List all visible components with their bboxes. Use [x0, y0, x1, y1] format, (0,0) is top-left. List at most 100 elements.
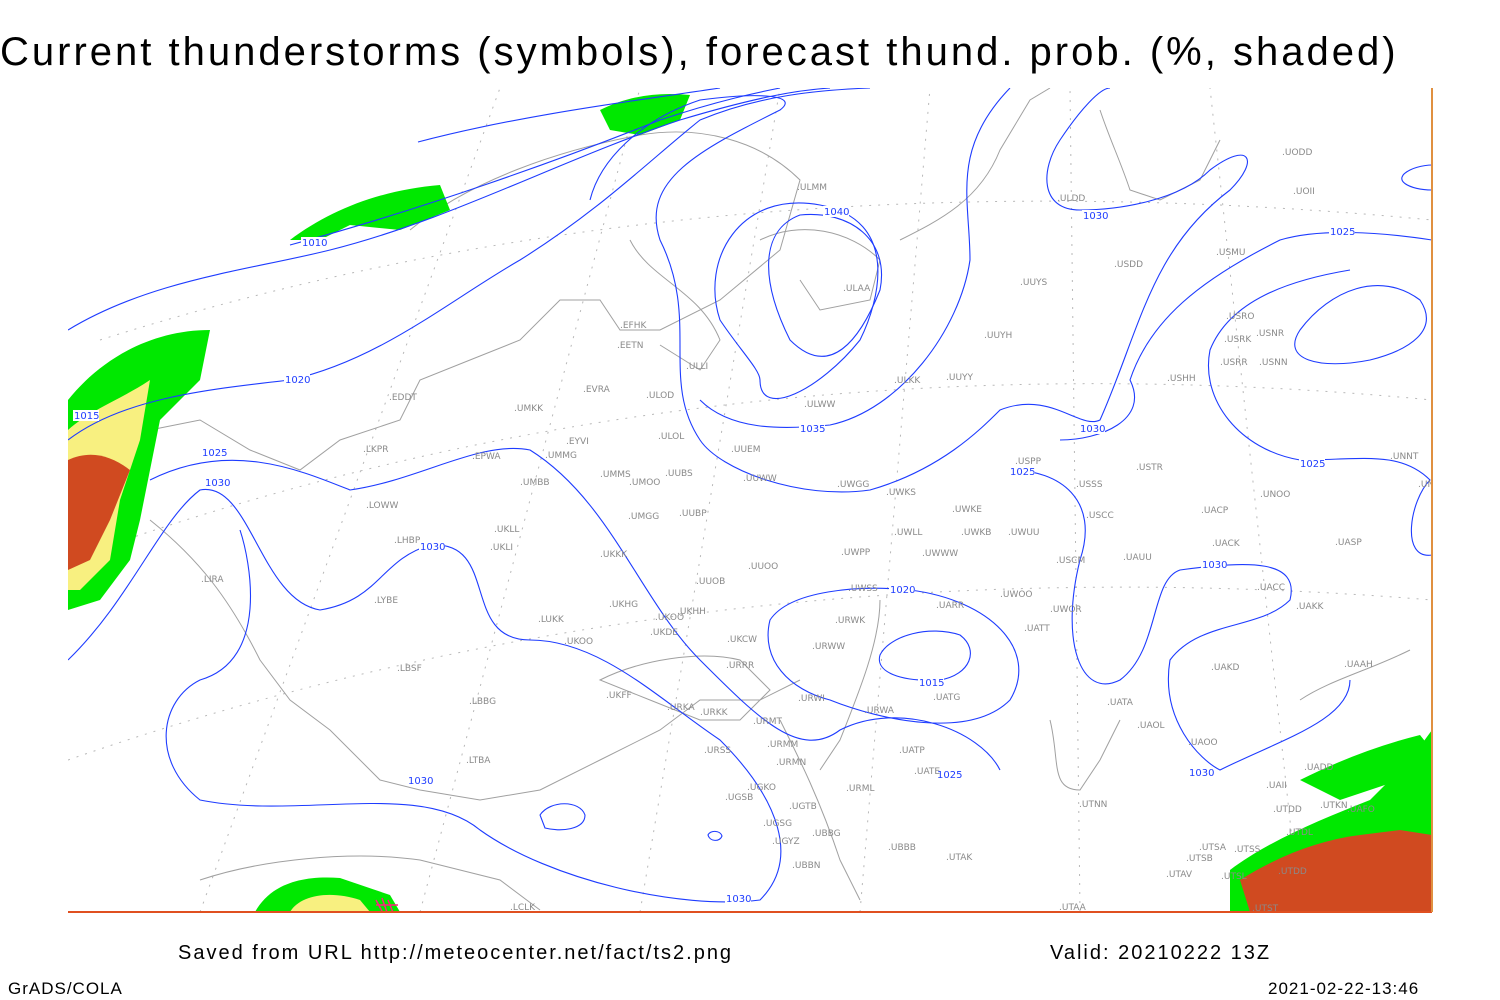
isobar-label: 1025 — [202, 448, 227, 459]
isobar-label: 1025 — [1010, 467, 1035, 478]
station-label: .ULWW — [804, 400, 836, 410]
station-label: .USCM — [1056, 556, 1085, 566]
station-label: .USRO — [1226, 312, 1255, 322]
station-label: .UNNT — [1390, 452, 1419, 462]
station-label: .URSS — [704, 746, 731, 756]
station-label: .UAUU — [1123, 553, 1152, 563]
station-label: .UWPP — [841, 548, 871, 558]
station-label: .UUOO — [748, 562, 778, 572]
station-label: .ULOD — [646, 391, 674, 401]
station-label: .UGYZ — [772, 837, 800, 847]
isobar-label: 1030 — [1189, 768, 1214, 779]
station-label: .LYBE — [374, 596, 398, 606]
station-label: .UATA — [1107, 698, 1134, 708]
station-label: .UMMG — [545, 451, 577, 461]
station-label: .LUKK — [538, 615, 565, 625]
isobar-label: 1030 — [1080, 424, 1105, 435]
station-label: .LBSF — [397, 664, 422, 674]
station-label: .UWSS — [848, 584, 878, 594]
station-label: .UUBS — [665, 469, 693, 479]
station-label: .UGSG — [763, 819, 792, 829]
isobar-label: 1010 — [302, 238, 327, 249]
station-label: .USSS — [1076, 480, 1103, 490]
station-label: .UKHH — [677, 607, 706, 617]
station-label: .UTSL — [1221, 872, 1247, 882]
isobar-label: 1025 — [1330, 227, 1355, 238]
station-label: .UWGG — [837, 480, 869, 490]
station-label: .UTDD — [1273, 805, 1302, 815]
station-label: .UUYY — [946, 373, 974, 383]
station-label: .UWUU — [1008, 528, 1040, 538]
station-label: .UWKB — [961, 528, 991, 538]
station-label: .UKOO — [655, 613, 684, 623]
station-label: .UKFF — [606, 691, 632, 701]
station-label: .UBBG — [812, 829, 841, 839]
station-label: .USTR — [1136, 463, 1163, 473]
station-label: .UATE — [914, 767, 940, 777]
station-label: .UARR — [936, 601, 964, 611]
station-label: .LCLK — [510, 903, 536, 913]
station-label: .USCC — [1086, 511, 1114, 521]
station-label: .UWKS — [886, 488, 916, 498]
station-label: .URWK — [835, 616, 866, 626]
station-label: .UTSB — [1186, 854, 1213, 864]
station-label: .UWOR — [1050, 605, 1082, 615]
station-label: .UUOB — [696, 577, 725, 587]
station-label: .USRK — [1224, 335, 1252, 345]
isobar-label: 1030 — [1202, 560, 1227, 571]
station-label: .URMT — [753, 717, 782, 727]
station-label: .EYVI — [566, 437, 589, 447]
station-label: .UBBN — [792, 861, 821, 871]
station-label: .LOWW — [366, 501, 399, 511]
station-label: .UTDD — [1278, 867, 1307, 877]
station-label: .UMBB — [520, 478, 550, 488]
station-label: .LBBG — [469, 697, 496, 707]
station-label: .UUWW — [743, 474, 777, 484]
station-label: .UASP — [1335, 538, 1362, 548]
isobar-labels: 1010 1015 1020 1025 1030 1030 1040 1035 1030 1025… — [73, 206, 1355, 905]
isobar-label: 1030 — [408, 776, 433, 787]
station-label: .UTSS — [1234, 845, 1261, 855]
thunderstorm-symbols — [375, 897, 398, 912]
station-label: .EPWA — [472, 452, 501, 462]
station-label: .UGKO — [747, 783, 776, 793]
station-label: .UWKE — [952, 505, 982, 515]
isobar-label: 1030 — [420, 542, 445, 553]
station-label: .ULAA — [843, 284, 871, 294]
station-label: .UAAH — [1344, 660, 1373, 670]
isobar-label: 1020 — [890, 585, 915, 596]
station-label: .USPP — [1015, 457, 1042, 467]
station-label: .ULKK — [894, 376, 921, 386]
station-label: .EVRA — [583, 385, 611, 395]
station-label: .UACK — [1212, 539, 1241, 549]
station-label: .UTDL — [1286, 828, 1313, 838]
isobar-label: 1040 — [824, 207, 849, 218]
lat-lon-grid — [68, 88, 1432, 912]
station-label: .UOII — [1293, 187, 1315, 197]
station-label: .UAOO — [1188, 738, 1218, 748]
station-label: .UMMS — [600, 470, 631, 480]
station-label: .UKOO — [564, 637, 593, 647]
station-label: .UADD — [1304, 763, 1334, 773]
station-label: .UWOO — [1000, 590, 1033, 600]
station-label: .UUYS — [1020, 278, 1048, 288]
station-label: .UBBB — [888, 843, 916, 853]
station-label: .UTAK — [946, 853, 973, 863]
station-label: .ULDD — [1057, 194, 1085, 204]
station-label: .UAFO — [1347, 805, 1375, 815]
station-label: .UNOO — [1260, 490, 1290, 500]
station-label: .UTST — [1252, 904, 1279, 914]
station-label: .USMU — [1216, 248, 1246, 258]
station-label: .ULOL — [658, 432, 684, 442]
station-label: .URML — [846, 784, 874, 794]
station-label: .UKHG — [609, 600, 638, 610]
station-label: .UGTB — [789, 802, 817, 812]
station-label: .UATT — [1024, 624, 1050, 634]
station-label: .UUBP — [679, 509, 707, 519]
station-label: .EETN — [617, 341, 643, 351]
saved-from-url: Saved from URL http://meteocenter.net/fa… — [178, 942, 734, 964]
station-label: .UGSB — [725, 793, 753, 803]
station-label: .UKKK — [600, 550, 628, 560]
station-label: .UAKK — [1296, 602, 1325, 612]
